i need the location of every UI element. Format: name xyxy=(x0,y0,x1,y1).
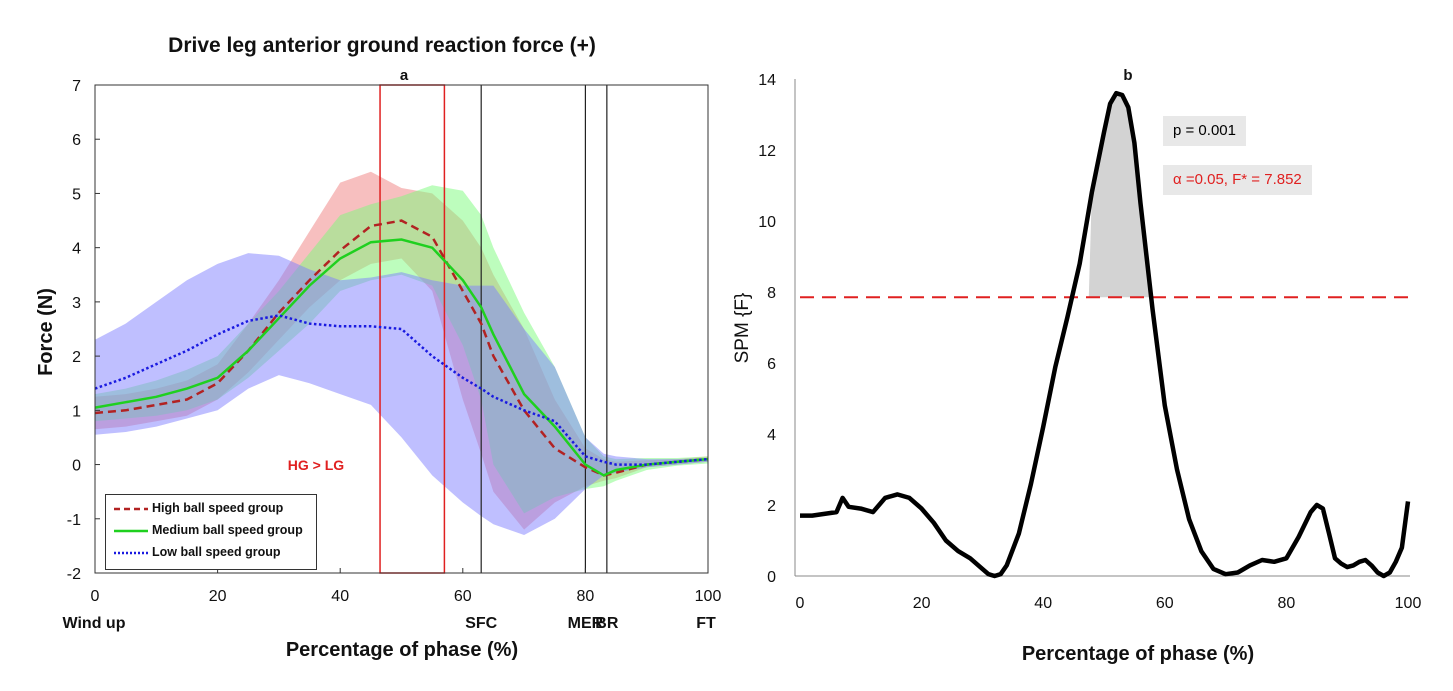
panel-a-event-lines xyxy=(480,85,608,573)
y-tick-label: 14 xyxy=(758,72,776,89)
legend-swatch-low xyxy=(114,551,148,554)
highlight-annotation: HG > LG xyxy=(288,457,345,473)
legend-label-medium: Medium ball speed group xyxy=(152,523,303,537)
y-tick-label: 2 xyxy=(767,498,776,515)
panel-b-y-axis-label: SPM {F} xyxy=(732,293,753,364)
legend-item-low: Low ball speed group xyxy=(114,545,280,563)
y-tick-label: -1 xyxy=(67,512,81,529)
phase-event-label: Wind up xyxy=(63,615,126,632)
panel-b-x-ticks: 0 20 40 60 80 100 xyxy=(796,595,1422,612)
phase-event-label: MER xyxy=(568,615,604,632)
y-tick-label: 2 xyxy=(72,349,81,366)
panel-b: b 0 2 4 6 8 10 12 14 0 20 40 60 80 100 Percentage of… xyxy=(732,67,1421,665)
panel-b-x-axis-label: Percentage of phase (%) xyxy=(1022,643,1254,665)
alpha-threshold-box: α =0.05, F* = 7.852 xyxy=(1163,165,1312,195)
legend: High ball speed group Medium ball speed … xyxy=(105,494,317,570)
figure-title: Drive leg anterior ground reaction force… xyxy=(168,34,596,57)
panel-a-label: a xyxy=(400,67,409,84)
phase-event-label: BR xyxy=(595,615,619,632)
legend-label-low: Low ball speed group xyxy=(152,545,281,559)
legend-label-high: High ball speed group xyxy=(152,501,284,515)
y-tick-label: 6 xyxy=(72,132,81,149)
y-tick-label: 12 xyxy=(758,143,776,160)
y-tick-label: 4 xyxy=(72,241,81,258)
y-tick-label: -2 xyxy=(67,566,81,583)
panel-a-y-ticks: -2 -1 0 1 2 3 4 5 6 7 xyxy=(67,78,100,583)
panel-b-label: b xyxy=(1123,67,1132,84)
p-value-box: p = 0.001 xyxy=(1163,116,1246,146)
line-medium xyxy=(94,238,709,477)
x-tick-label: 20 xyxy=(913,595,931,612)
legend-item-high: High ball speed group xyxy=(114,501,283,519)
x-tick-label: 60 xyxy=(1156,595,1174,612)
panel-a-x-axis-label: Percentage of phase (%) xyxy=(286,639,518,661)
x-tick-label: 100 xyxy=(695,588,722,605)
panel-a-bands xyxy=(95,171,708,535)
y-tick-label: 4 xyxy=(767,427,776,444)
x-tick-label: 80 xyxy=(1278,595,1296,612)
x-tick-label: 40 xyxy=(1034,595,1052,612)
x-tick-label: 0 xyxy=(796,595,805,612)
y-tick-label: 8 xyxy=(767,285,776,302)
panel-a-mean-lines xyxy=(94,219,709,477)
y-tick-label: 3 xyxy=(72,295,81,312)
y-tick-label: 1 xyxy=(72,403,81,420)
y-tick-label: 10 xyxy=(758,214,776,231)
spm-f-curve xyxy=(800,90,1411,579)
y-tick-label: 5 xyxy=(72,186,81,203)
y-tick-label: 0 xyxy=(72,458,81,475)
y-tick-label: 6 xyxy=(767,356,776,373)
x-tick-label: 100 xyxy=(1395,595,1422,612)
y-tick-label: 7 xyxy=(72,78,81,95)
panel-a-frame xyxy=(94,84,709,574)
legend-swatch-high xyxy=(114,507,148,510)
x-tick-label: 40 xyxy=(331,588,349,605)
panel-a-y-axis-label: Force (N) xyxy=(35,288,57,376)
phase-event-label: FT xyxy=(696,615,716,632)
phase-event-label: SFC xyxy=(465,615,497,632)
panel-a-x-ticks: 0 20 40 60 80 100 xyxy=(91,568,722,605)
x-tick-label: 20 xyxy=(209,588,227,605)
panel-a: a -2 -1 0 1 2 3 4 5 6 7 0 20 40 60 80 100 Wind up SFC ME… xyxy=(35,67,721,661)
y-tick-label: 0 xyxy=(767,569,776,586)
x-tick-label: 80 xyxy=(577,588,595,605)
legend-item-medium: Medium ball speed group xyxy=(114,523,303,541)
band-low xyxy=(95,253,708,535)
x-tick-label: 60 xyxy=(454,588,472,605)
legend-swatch-medium xyxy=(114,529,148,532)
panel-b-y-ticks: 0 2 4 6 8 10 12 14 xyxy=(758,72,776,586)
x-tick-label: 0 xyxy=(91,588,100,605)
